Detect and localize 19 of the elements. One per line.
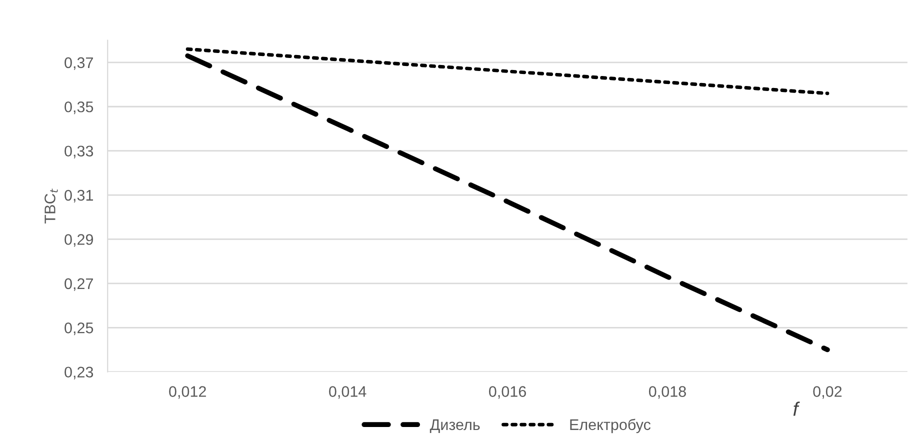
y-tick-label: 0,25 [64,322,94,336]
x-axis-title: f [793,402,800,416]
legend-label: Дизель [430,419,480,433]
x-tick-label: 0,014 [329,386,366,399]
x-tick-label: 0,016 [489,386,526,399]
x-tick-label: 0,02 [813,386,842,399]
y-tick-label: 0,27 [64,278,93,291]
y-tick-label: 0,33 [64,146,94,158]
y-tick-label: 0,29 [64,234,94,247]
line-series [186,47,830,96]
line-series [185,53,830,352]
y-tick-label: 0,35 [64,101,94,114]
y-tick-label: 0,23 [64,366,94,380]
x-tick-label: 0,012 [169,386,206,399]
x-tick-label: 0,018 [648,386,686,399]
legend-label: Електробус [570,418,651,434]
y-tick-label: 0,31 [64,190,93,203]
y-tick-label: 0,37 [64,57,93,70]
y-axis-title: TBC$_{t}$ [44,188,58,224]
